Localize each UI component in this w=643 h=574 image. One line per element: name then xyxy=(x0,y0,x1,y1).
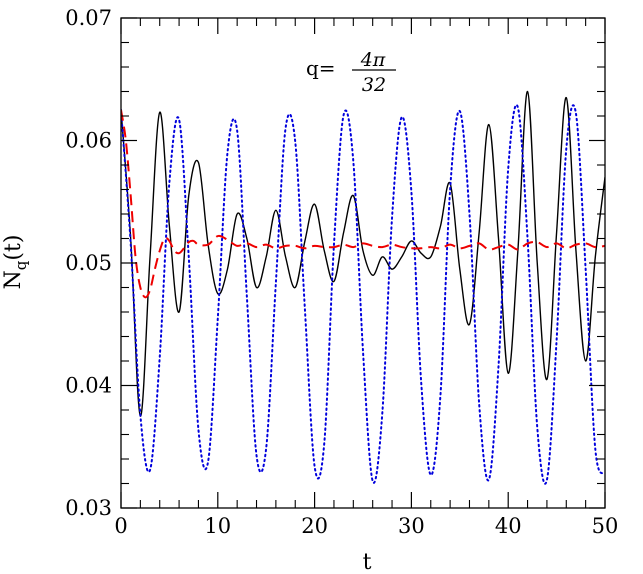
x-tick-label: 30 xyxy=(398,514,425,538)
y-tick-label: 0.06 xyxy=(65,129,112,153)
q-annotation: q= 4π 32 xyxy=(306,49,396,96)
q-annotation-numerator: 4π xyxy=(360,49,386,71)
y-axis-label-subscript: q xyxy=(12,260,30,270)
series-layer xyxy=(121,90,605,485)
y-tick-label: 0.05 xyxy=(65,251,112,275)
y-axis-label-suffix: (t) xyxy=(1,235,26,261)
x-tick-label: 20 xyxy=(301,514,328,538)
y-axis-label-base: N xyxy=(1,270,26,289)
y-tick-label: 0.07 xyxy=(65,6,112,30)
y-tick-label: 0.03 xyxy=(65,496,112,520)
x-tick-label: 10 xyxy=(204,514,231,538)
series-line-dotted xyxy=(121,104,605,485)
y-tick-label: 0.04 xyxy=(65,374,112,398)
plot-frame xyxy=(120,17,606,509)
x-tick-label: 50 xyxy=(592,514,619,538)
x-tick-label: 40 xyxy=(495,514,522,538)
y-axis-label: Nq(t) xyxy=(1,235,30,290)
x-tick-label: 0 xyxy=(114,514,127,538)
labels-layer: 0 10 20 30 40 50 0.03 0.04 0.05 0.06 0.07 xyxy=(65,6,618,538)
x-axis-label: t xyxy=(363,550,372,574)
q-annotation-lhs: q= xyxy=(306,56,336,80)
q-annotation-denominator: 32 xyxy=(362,74,386,96)
series-line-solid xyxy=(121,90,605,417)
series-line-dashed xyxy=(121,109,605,299)
